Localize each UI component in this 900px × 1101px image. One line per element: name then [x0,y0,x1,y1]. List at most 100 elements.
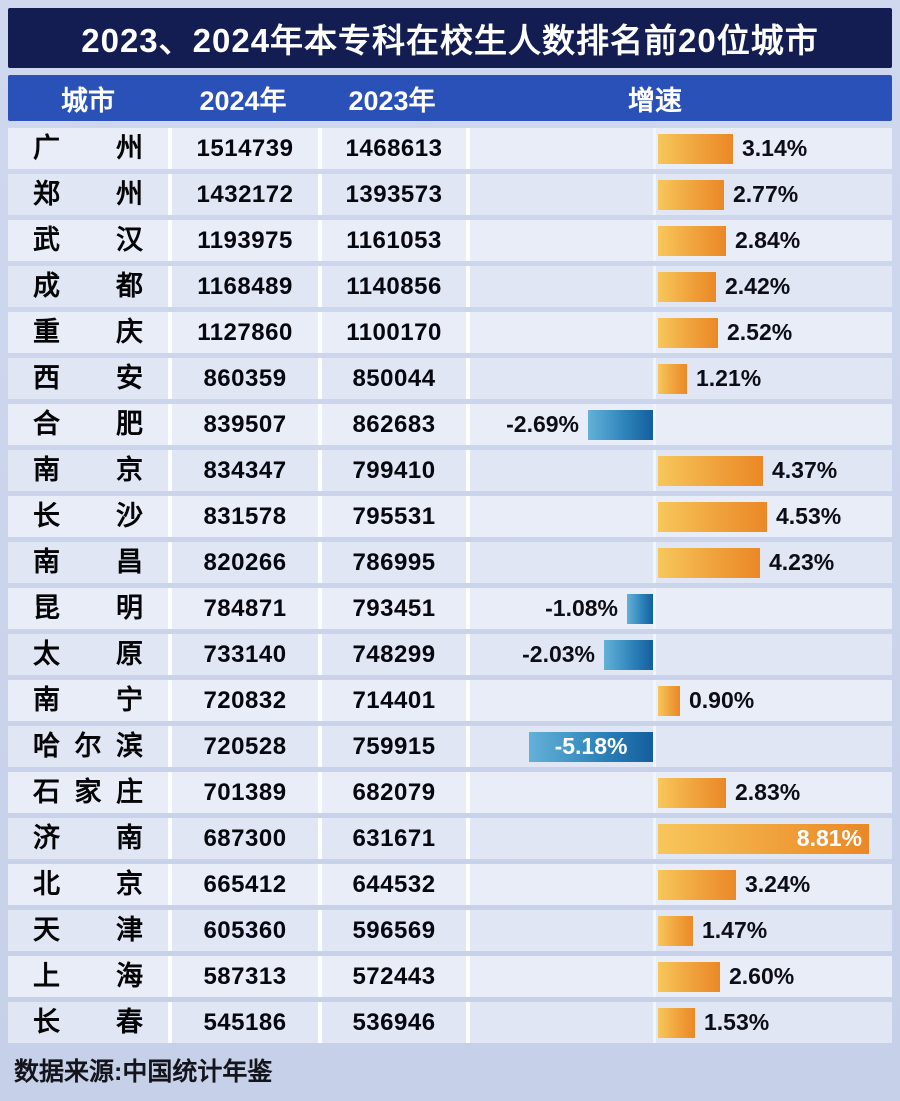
value-2024: 687300 [172,818,318,859]
column-header-2023: 2023年 [348,85,436,116]
baseline-separator [653,588,656,629]
growth-bar-positive [658,317,718,348]
value-2024: 834347 [172,450,318,491]
baseline-separator [653,726,656,767]
value-2024: 605360 [172,910,318,951]
value-2023: 644532 [322,864,466,905]
city-cell: 长沙 [8,496,168,537]
city-cell: 广州 [8,128,168,169]
growth-value: -2.69% [506,411,579,437]
growth-bar-zone: 8.81% [658,818,869,859]
growth-bar-zone: 4.23% [658,542,834,583]
growth-cell: -5.18% [470,726,892,767]
table-row: 上海 587313 572443 2.60% [8,956,892,997]
baseline-separator [653,772,656,813]
growth-cell: 4.53% [470,496,892,537]
city-name: 长沙 [33,501,143,531]
city-cell: 南昌 [8,542,168,583]
growth-bar-zone: 1.53% [658,1002,769,1043]
city-cell: 济南 [8,818,168,859]
city-cell: 石家庄 [8,772,168,813]
page-title: 2023、2024年本专科在校生人数排名前20位城市 [8,8,892,68]
growth-bar-positive [658,179,724,210]
city-cell: 太原 [8,634,168,675]
growth-bar-negative [604,639,653,670]
growth-bar-zone: 0.90% [658,680,754,721]
value-2024: 665412 [172,864,318,905]
value-2024: 1127860 [172,312,318,353]
growth-value: 2.60% [729,963,795,989]
city-name: 南宁 [33,685,143,715]
value-2024: 587313 [172,956,318,997]
growth-bar-positive [658,1007,695,1038]
growth-value: 4.53% [776,503,842,529]
table-row: 济南 687300 631671 8.81% [8,818,892,859]
data-rows-container: 广州 1514739 1468613 3.14% 郑州 1432172 1393573 2.7… [8,128,892,1043]
value-2024: 784871 [172,588,318,629]
value-2023: 1100170 [322,312,466,353]
growth-bar-zone: 2.83% [658,772,800,813]
city-name: 郑州 [33,179,143,209]
growth-bar-zone: -1.08% [470,588,653,629]
table-row: 重庆 1127860 1100170 2.52% [8,312,892,353]
city-cell: 天津 [8,910,168,951]
city-name: 武汉 [33,225,143,255]
value-2023: 596569 [322,910,466,951]
city-name: 昆明 [33,593,143,623]
baseline-separator [653,542,656,583]
value-2024: 1168489 [172,266,318,307]
value-2024: 720832 [172,680,318,721]
growth-value: 2.52% [727,319,793,345]
table-row: 北京 665412 644532 3.24% [8,864,892,905]
growth-cell: 4.37% [470,450,892,491]
city-name: 合肥 [33,409,143,439]
growth-bar-positive [658,869,736,900]
value-2023: 862683 [322,404,466,445]
growth-value: 8.81% [796,825,862,851]
baseline-separator [653,220,656,261]
city-name: 石家庄 [33,777,143,807]
growth-bar-positive: 8.81% [658,823,869,854]
city-name: 哈尔滨 [33,731,143,761]
city-cell: 北京 [8,864,168,905]
value-2023: 799410 [322,450,466,491]
value-2023: 786995 [322,542,466,583]
table-row: 西安 860359 850044 1.21% [8,358,892,399]
growth-bar-negative: -5.18% [529,731,653,762]
baseline-separator [653,496,656,537]
baseline-separator [653,404,656,445]
value-2024: 701389 [172,772,318,813]
growth-bar-zone: -2.69% [470,404,653,445]
growth-cell: 1.47% [470,910,892,951]
growth-cell: -2.03% [470,634,892,675]
growth-bar-positive [658,225,726,256]
city-name: 成都 [33,271,143,301]
growth-bar-positive [658,961,720,992]
baseline-separator [653,358,656,399]
growth-bar-zone: -5.18% [470,726,653,767]
growth-bar-zone: 3.24% [658,864,810,905]
baseline-separator [653,266,656,307]
value-2023: 748299 [322,634,466,675]
column-header-2024: 2024年 [199,85,287,116]
growth-value: -5.18% [554,733,628,759]
growth-cell: 8.81% [470,818,892,859]
growth-bar-zone: 2.42% [658,266,790,307]
baseline-separator [653,864,656,905]
growth-bar-positive [658,455,763,486]
value-2023: 682079 [322,772,466,813]
table-row: 成都 1168489 1140856 2.42% [8,266,892,307]
value-2024: 545186 [172,1002,318,1043]
value-2024: 820266 [172,542,318,583]
city-cell: 哈尔滨 [8,726,168,767]
value-2023: 1393573 [322,174,466,215]
table-row: 昆明 784871 793451 -1.08% [8,588,892,629]
city-cell: 西安 [8,358,168,399]
column-header-row: 城市 2024年 2023年 增速 [8,75,892,121]
city-name: 长春 [33,1007,143,1037]
growth-value: 1.21% [696,365,762,391]
column-header-growth: 增速 [628,85,682,116]
city-name: 广州 [33,133,143,163]
baseline-separator [653,956,656,997]
value-2023: 631671 [322,818,466,859]
